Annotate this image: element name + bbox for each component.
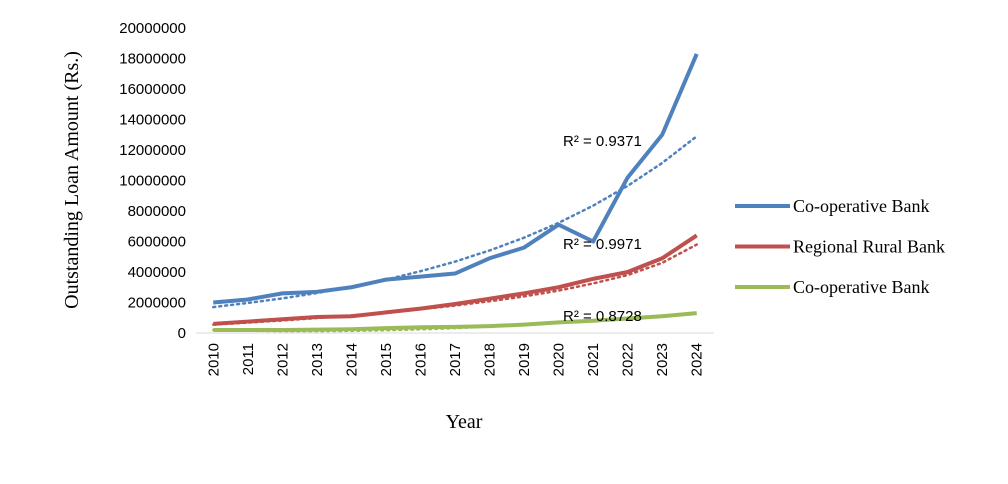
y-axis-title: Outstanding Loan Amount (Rs.)	[61, 51, 83, 309]
x-tick-label: 2023	[654, 343, 671, 376]
series-line	[213, 233, 698, 326]
x-tick-label: 2024	[689, 343, 706, 376]
y-tick-label: 6000000	[128, 234, 186, 251]
series-line	[213, 53, 699, 305]
x-tick-label: 2019	[516, 343, 533, 376]
x-tick-label: 2014	[343, 343, 360, 376]
x-tick-label: 2018	[482, 343, 499, 376]
trendline	[212, 311, 698, 333]
x-tick-label: 2016	[412, 343, 429, 376]
x-tick-label: 2013	[309, 343, 326, 376]
x-tick-label: 2011	[240, 343, 257, 375]
y-tick-label: 4000000	[128, 264, 186, 281]
trendline	[212, 135, 698, 309]
y-tick-label: 20000000	[119, 20, 186, 37]
x-tick-label: 2012	[274, 343, 291, 376]
trendline	[212, 243, 698, 326]
x-tick-label: 2010	[205, 343, 222, 376]
y-tick-label: 18000000	[119, 51, 186, 68]
y-tick-label: 14000000	[119, 112, 186, 129]
x-tick-label: 2015	[378, 343, 395, 376]
y-tick-label: 16000000	[119, 81, 186, 98]
x-tick-label: 2021	[585, 343, 602, 376]
legend-label: Co-operative Bank	[793, 277, 929, 297]
r-squared-label: R² = 0.9371	[563, 133, 642, 150]
x-axis-title: Year	[446, 411, 483, 433]
legend-label: Regional Rural Bank	[793, 237, 945, 257]
y-tick-label: 0	[178, 325, 186, 342]
y-tick-label: 12000000	[119, 142, 186, 159]
y-tick-label: 10000000	[119, 173, 186, 190]
y-tick-label: 8000000	[128, 203, 186, 220]
x-tick-label: 2017	[447, 343, 464, 376]
x-tick-label: 2022	[620, 343, 637, 376]
y-tick-label: 2000000	[128, 295, 186, 312]
r-squared-label: R² = 0.8728	[563, 308, 642, 325]
legend-label: Co-operative Bank	[793, 196, 929, 216]
r-squared-label: R² = 0.9971	[563, 236, 642, 253]
x-tick-label: 2020	[551, 343, 568, 376]
